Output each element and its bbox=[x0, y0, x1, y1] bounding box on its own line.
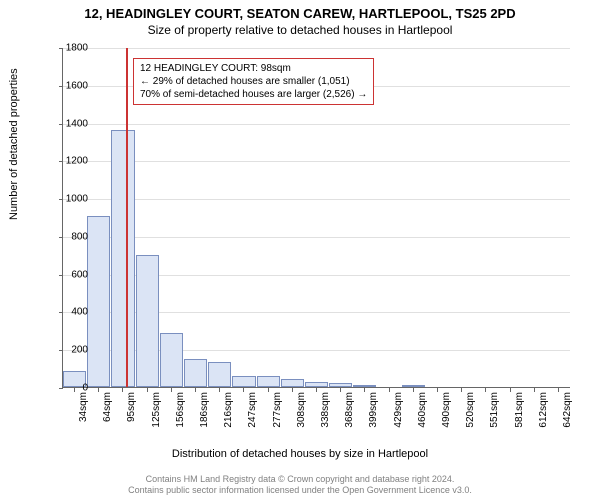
histogram-bar bbox=[402, 385, 425, 387]
xtick-label: 186sqm bbox=[199, 392, 210, 428]
xtick-mark bbox=[122, 388, 123, 392]
xtick-label: 612sqm bbox=[538, 392, 549, 428]
xtick-mark bbox=[268, 388, 269, 392]
xtick-label: 551sqm bbox=[489, 392, 500, 428]
chart-area: 12 HEADINGLEY COURT: 98sqm← 29% of detac… bbox=[62, 48, 570, 418]
ytick-label: 0 bbox=[48, 383, 88, 394]
grid-line bbox=[63, 124, 570, 125]
ytick-label: 600 bbox=[48, 269, 88, 280]
page-title: 12, HEADINGLEY COURT, SEATON CAREW, HART… bbox=[0, 0, 600, 21]
xtick-mark bbox=[340, 388, 341, 392]
ytick-label: 400 bbox=[48, 307, 88, 318]
ytick-label: 1200 bbox=[48, 156, 88, 167]
histogram-bar bbox=[160, 333, 183, 387]
xtick-mark bbox=[171, 388, 172, 392]
xtick-mark bbox=[243, 388, 244, 392]
ytick-label: 200 bbox=[48, 345, 88, 356]
xtick-label: 642sqm bbox=[562, 392, 573, 428]
footer-credits: Contains HM Land Registry data © Crown c… bbox=[0, 474, 600, 496]
xtick-label: 399sqm bbox=[368, 392, 379, 428]
xtick-label: 34sqm bbox=[78, 392, 89, 422]
histogram-bar bbox=[184, 359, 207, 387]
xtick-label: 277sqm bbox=[272, 392, 283, 428]
histogram-bar bbox=[281, 379, 304, 387]
xtick-label: 95sqm bbox=[126, 392, 137, 422]
histogram-bar bbox=[257, 376, 280, 387]
histogram-bar bbox=[208, 362, 231, 388]
histogram-bar bbox=[111, 130, 134, 387]
annotation-box: 12 HEADINGLEY COURT: 98sqm← 29% of detac… bbox=[133, 58, 374, 105]
footer-line-2: Contains public sector information licen… bbox=[0, 485, 600, 496]
annotation-line: 70% of semi-detached houses are larger (… bbox=[140, 88, 367, 101]
histogram-bar bbox=[305, 382, 328, 387]
xtick-mark bbox=[195, 388, 196, 392]
xtick-mark bbox=[316, 388, 317, 392]
xtick-mark bbox=[147, 388, 148, 392]
xtick-mark bbox=[292, 388, 293, 392]
grid-line bbox=[63, 48, 570, 49]
xtick-mark bbox=[485, 388, 486, 392]
xtick-label: 338sqm bbox=[320, 392, 331, 428]
xtick-label: 247sqm bbox=[247, 392, 258, 428]
xtick-label: 125sqm bbox=[151, 392, 162, 428]
xtick-mark bbox=[98, 388, 99, 392]
xtick-mark bbox=[461, 388, 462, 392]
xtick-mark bbox=[219, 388, 220, 392]
xtick-label: 520sqm bbox=[465, 392, 476, 428]
xtick-label: 490sqm bbox=[441, 392, 452, 428]
xtick-label: 64sqm bbox=[102, 392, 113, 422]
page-subtitle: Size of property relative to detached ho… bbox=[0, 21, 600, 37]
xtick-mark bbox=[510, 388, 511, 392]
grid-line bbox=[63, 161, 570, 162]
xtick-label: 460sqm bbox=[417, 392, 428, 428]
histogram-bar bbox=[353, 385, 376, 387]
xtick-mark bbox=[534, 388, 535, 392]
xtick-label: 429sqm bbox=[393, 392, 404, 428]
plot-region: 12 HEADINGLEY COURT: 98sqm← 29% of detac… bbox=[62, 48, 570, 388]
xtick-mark bbox=[389, 388, 390, 392]
footer-line-1: Contains HM Land Registry data © Crown c… bbox=[0, 474, 600, 485]
xtick-mark bbox=[437, 388, 438, 392]
histogram-bar bbox=[136, 255, 159, 387]
xtick-label: 308sqm bbox=[296, 392, 307, 428]
histogram-bar bbox=[232, 376, 255, 387]
xtick-mark bbox=[364, 388, 365, 392]
y-axis-label: Number of detached properties bbox=[8, 68, 20, 220]
xtick-label: 368sqm bbox=[344, 392, 355, 428]
xtick-label: 156sqm bbox=[175, 392, 186, 428]
ytick-label: 1600 bbox=[48, 80, 88, 91]
xtick-label: 216sqm bbox=[223, 392, 234, 428]
ytick-label: 1000 bbox=[48, 194, 88, 205]
grid-line bbox=[63, 199, 570, 200]
histogram-bar bbox=[87, 216, 110, 387]
xtick-mark bbox=[558, 388, 559, 392]
xtick-mark bbox=[413, 388, 414, 392]
ytick-label: 1400 bbox=[48, 118, 88, 129]
histogram-bar bbox=[329, 383, 352, 387]
ytick-label: 800 bbox=[48, 231, 88, 242]
annotation-line: ← 29% of detached houses are smaller (1,… bbox=[140, 75, 367, 88]
ytick-label: 1800 bbox=[48, 43, 88, 54]
grid-line bbox=[63, 237, 570, 238]
annotation-line: 12 HEADINGLEY COURT: 98sqm bbox=[140, 62, 367, 75]
xtick-label: 581sqm bbox=[514, 392, 525, 428]
x-axis-label: Distribution of detached houses by size … bbox=[0, 448, 600, 460]
marker-line bbox=[126, 48, 128, 387]
